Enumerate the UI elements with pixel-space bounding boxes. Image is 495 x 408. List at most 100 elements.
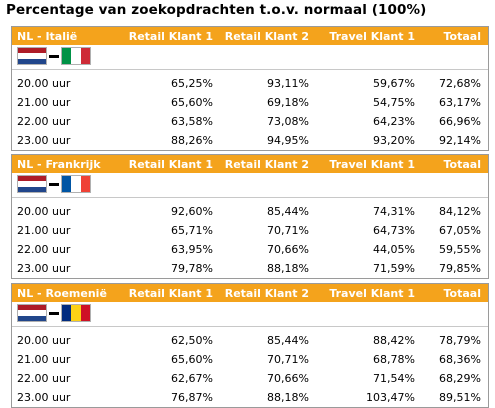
time-cell: 21.00 uur	[17, 224, 71, 237]
retail-1-cell: 62,50%	[171, 334, 213, 347]
italy-flag-icon	[61, 47, 91, 65]
retail-2-cell: 70,71%	[267, 353, 309, 366]
dash-icon	[49, 182, 59, 186]
retail-1-cell: 63,95%	[171, 243, 213, 256]
retail-2-cell: 70,66%	[267, 372, 309, 385]
retail-2-cell: 88,18%	[267, 391, 309, 404]
column-header-retail-1: Retail Klant 1	[128, 157, 213, 171]
dash-icon	[49, 311, 59, 315]
column-header-retail-1: Retail Klant 1	[128, 29, 213, 43]
time-cell: 21.00 uur	[17, 96, 71, 109]
travel-1-cell: 44,05%	[373, 243, 415, 256]
section-header: NL - Italië Retail Klant 1 Retail Klant …	[12, 27, 488, 45]
travel-1-cell: 103,47%	[366, 391, 415, 404]
netherlands-flag-icon	[17, 304, 47, 322]
column-header-travel-1: Travel Klant 1	[329, 286, 415, 300]
retail-2-cell: 73,08%	[267, 115, 309, 128]
table-row: 21.00 uur 65,60% 70,71% 68,78% 68,36%	[12, 350, 488, 369]
total-cell: 59,55%	[439, 243, 481, 256]
retail-2-cell: 88,18%	[267, 262, 309, 275]
dash-icon	[49, 54, 59, 58]
netherlands-flag-icon	[17, 175, 47, 193]
section-header: NL - Roemenië Retail Klant 1 Retail Klan…	[12, 284, 488, 302]
time-cell: 23.00 uur	[17, 391, 71, 404]
time-cell: 22.00 uur	[17, 115, 71, 128]
section-label: NL - Frankrijk	[17, 157, 101, 171]
flags-row	[12, 173, 488, 195]
table-row: 21.00 uur 65,71% 70,71% 64,73% 67,05%	[12, 221, 488, 240]
total-cell: 79,85%	[439, 262, 481, 275]
section-header: NL - Frankrijk Retail Klant 1 Retail Kla…	[12, 155, 488, 173]
time-cell: 20.00 uur	[17, 205, 71, 218]
table-row: 20.00 uur 62,50% 85,44% 88,42% 78,79%	[12, 331, 488, 350]
column-header-retail-2: Retail Klant 2	[224, 29, 309, 43]
total-cell: 66,96%	[439, 115, 481, 128]
divider	[12, 69, 488, 70]
travel-1-cell: 64,23%	[373, 115, 415, 128]
retail-1-cell: 65,71%	[171, 224, 213, 237]
section-nl-romania: NL - Roemenië Retail Klant 1 Retail Klan…	[11, 283, 489, 408]
column-header-total: Totaal	[443, 286, 481, 300]
travel-1-cell: 54,75%	[373, 96, 415, 109]
section-nl-italy: NL - Italië Retail Klant 1 Retail Klant …	[11, 26, 489, 151]
time-cell: 20.00 uur	[17, 334, 71, 347]
retail-1-cell: 65,60%	[171, 353, 213, 366]
travel-1-cell: 71,54%	[373, 372, 415, 385]
retail-1-cell: 88,26%	[171, 134, 213, 147]
travel-1-cell: 68,78%	[373, 353, 415, 366]
section-nl-france: NL - Frankrijk Retail Klant 1 Retail Kla…	[11, 154, 489, 279]
divider	[12, 326, 488, 327]
total-cell: 68,36%	[439, 353, 481, 366]
retail-2-cell: 70,66%	[267, 243, 309, 256]
column-header-retail-2: Retail Klant 2	[224, 157, 309, 171]
retail-2-cell: 94,95%	[267, 134, 309, 147]
travel-1-cell: 74,31%	[373, 205, 415, 218]
retail-1-cell: 62,67%	[171, 372, 213, 385]
retail-1-cell: 79,78%	[171, 262, 213, 275]
total-cell: 63,17%	[439, 96, 481, 109]
travel-1-cell: 64,73%	[373, 224, 415, 237]
total-cell: 78,79%	[439, 334, 481, 347]
travel-1-cell: 71,59%	[373, 262, 415, 275]
time-cell: 21.00 uur	[17, 353, 71, 366]
table-row: 23.00 uur 88,26% 94,95% 93,20% 92,14%	[12, 131, 488, 150]
table-row: 22.00 uur 63,95% 70,66% 44,05% 59,55%	[12, 240, 488, 259]
total-cell: 84,12%	[439, 205, 481, 218]
table-row: 22.00 uur 62,67% 70,66% 71,54% 68,29%	[12, 369, 488, 388]
retail-2-cell: 93,11%	[267, 77, 309, 90]
column-header-total: Totaal	[443, 29, 481, 43]
column-header-retail-2: Retail Klant 2	[224, 286, 309, 300]
retail-2-cell: 85,44%	[267, 334, 309, 347]
retail-2-cell: 70,71%	[267, 224, 309, 237]
column-header-travel-1: Travel Klant 1	[329, 29, 415, 43]
table-row: 23.00 uur 79,78% 88,18% 71,59% 79,85%	[12, 259, 488, 278]
column-header-travel-1: Travel Klant 1	[329, 157, 415, 171]
column-header-retail-1: Retail Klant 1	[128, 286, 213, 300]
retail-1-cell: 63,58%	[171, 115, 213, 128]
france-flag-icon	[61, 175, 91, 193]
travel-1-cell: 59,67%	[373, 77, 415, 90]
table-row: 21.00 uur 65,60% 69,18% 54,75% 63,17%	[12, 93, 488, 112]
total-cell: 89,51%	[439, 391, 481, 404]
flags-row	[12, 45, 488, 67]
total-cell: 92,14%	[439, 134, 481, 147]
romania-flag-icon	[61, 304, 91, 322]
total-cell: 67,05%	[439, 224, 481, 237]
flags-row	[12, 302, 488, 324]
divider	[12, 197, 488, 198]
table-row: 20.00 uur 92,60% 85,44% 74,31% 84,12%	[12, 202, 488, 221]
retail-1-cell: 92,60%	[171, 205, 213, 218]
page-title: Percentage van zoekopdrachten t.o.v. nor…	[6, 2, 427, 18]
time-cell: 22.00 uur	[17, 243, 71, 256]
retail-1-cell: 65,60%	[171, 96, 213, 109]
total-cell: 68,29%	[439, 372, 481, 385]
table-row: 22.00 uur 63,58% 73,08% 64,23% 66,96%	[12, 112, 488, 131]
time-cell: 23.00 uur	[17, 134, 71, 147]
section-label: NL - Roemenië	[17, 286, 107, 300]
retail-1-cell: 76,87%	[171, 391, 213, 404]
travel-1-cell: 93,20%	[373, 134, 415, 147]
netherlands-flag-icon	[17, 47, 47, 65]
time-cell: 20.00 uur	[17, 77, 71, 90]
section-label: NL - Italië	[17, 29, 78, 43]
retail-2-cell: 69,18%	[267, 96, 309, 109]
